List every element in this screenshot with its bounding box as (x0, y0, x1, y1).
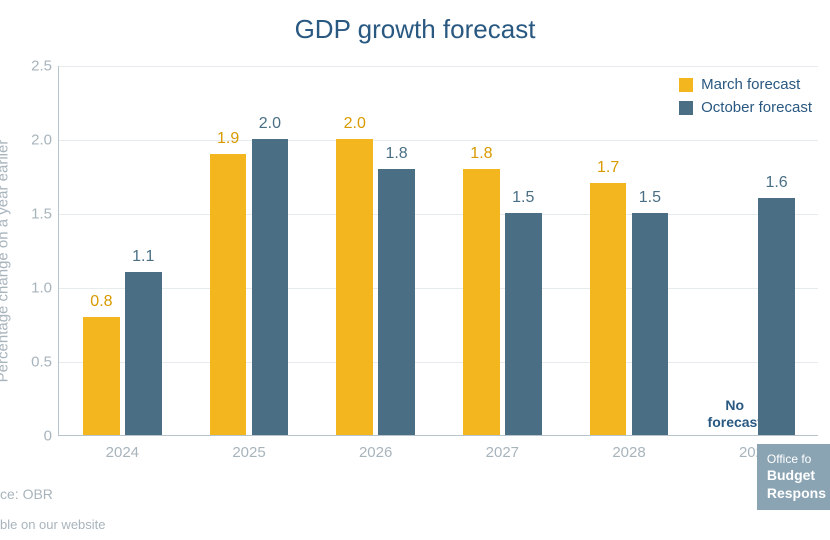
legend-label: October forecast (701, 99, 812, 116)
grid-line (59, 66, 818, 67)
bar-value-label: 1.5 (639, 189, 661, 207)
legend-label: March forecast (701, 76, 800, 93)
legend-swatch-icon (679, 101, 693, 115)
bar (378, 169, 415, 435)
bar-value-label: 2.0 (344, 115, 366, 133)
legend: March forecast October forecast (679, 76, 812, 122)
y-tick-label: 0.5 (12, 354, 52, 371)
source-text: ce: OBR (0, 486, 53, 502)
bar (252, 139, 289, 435)
chart-title: GDP growth forecast (0, 14, 830, 45)
y-tick-label: 1.0 (12, 280, 52, 297)
bar (210, 154, 247, 435)
bar (463, 169, 500, 435)
bar-value-label: 1.8 (470, 145, 492, 163)
legend-swatch-icon (679, 78, 693, 92)
x-tick-label: 2026 (359, 444, 392, 461)
bar (590, 183, 627, 435)
grid-line (59, 214, 818, 215)
y-tick-label: 0 (12, 428, 52, 445)
plot-region: March forecast October forecast 00.51.01… (58, 66, 818, 436)
legend-item: March forecast (679, 76, 812, 93)
bar-value-label: 1.7 (597, 159, 619, 177)
footer-note: ble on our website (0, 517, 106, 532)
y-tick-label: 2.0 (12, 132, 52, 149)
bar-value-label: 0.8 (90, 293, 112, 311)
x-tick-label: 2028 (612, 444, 645, 461)
bar (758, 198, 795, 435)
grid-line (59, 140, 818, 141)
obr-logo: Office fo Budget Respons (757, 444, 830, 510)
bar (125, 272, 162, 435)
bar-value-label: 1.6 (765, 174, 787, 192)
y-tick-label: 1.5 (12, 206, 52, 223)
grid-line (59, 362, 818, 363)
legend-item: October forecast (679, 99, 812, 116)
bar-value-label: 1.9 (217, 130, 239, 148)
grid-line (59, 288, 818, 289)
bar (505, 213, 542, 435)
bar-value-label: 2.0 (259, 115, 281, 133)
x-tick-label: 2025 (232, 444, 265, 461)
bar-value-label: 1.5 (512, 189, 534, 207)
bar-value-label: 1.8 (385, 145, 407, 163)
x-tick-label: 2027 (486, 444, 519, 461)
y-axis-label: Percentage change on a year earlier (0, 140, 12, 383)
bar (632, 213, 669, 435)
bar (83, 317, 120, 435)
chart-area: Percentage change on a year earlier Marc… (58, 66, 818, 456)
bar-value-label: 1.1 (132, 248, 154, 266)
no-forecast-label: Noforecast (708, 397, 762, 431)
bar (336, 139, 373, 435)
x-tick-label: 2024 (106, 444, 139, 461)
y-tick-label: 2.5 (12, 58, 52, 75)
